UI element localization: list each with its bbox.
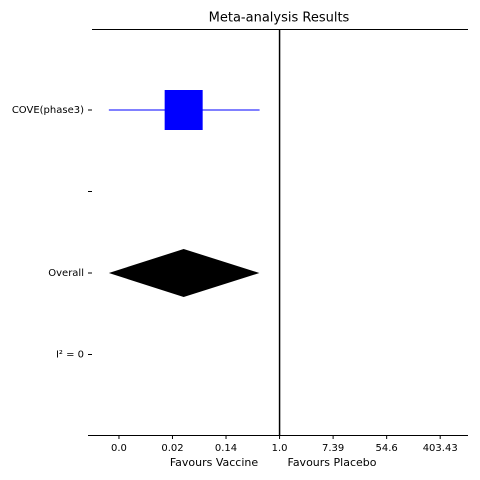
chart-title: Meta-analysis Results <box>209 11 350 26</box>
x-tick-label: 0.0 <box>111 443 127 454</box>
y-tick-label: COVE(phase3) <box>12 105 84 116</box>
x-tick-label: 7.39 <box>322 443 344 454</box>
x-tick-label: 403.43 <box>423 443 458 454</box>
x-tick-label: 1.0 <box>272 443 288 454</box>
x-axis-label: Favours Placebo <box>288 456 377 469</box>
x-axis-label: Favours Vaccine <box>170 456 259 469</box>
summary-diamond <box>108 249 260 297</box>
x-tick-label: 0.02 <box>161 443 183 454</box>
y-tick-label: I² = 0 <box>56 350 84 361</box>
x-tick-label: 54.6 <box>376 443 398 454</box>
point-estimate <box>164 90 203 130</box>
x-tick-label: 0.14 <box>215 443 237 454</box>
y-tick-label: Overall <box>48 268 84 279</box>
